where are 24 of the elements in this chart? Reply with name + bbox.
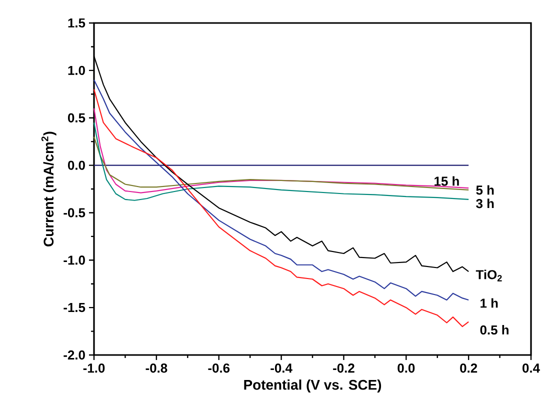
series-label: 5 h [476, 185, 494, 195]
y-tick-label: 0.0 [68, 160, 85, 170]
y-tick-label: 1.5 [68, 18, 86, 28]
x-tick-label: 0.0 [398, 364, 415, 373]
y-tick-label: -1.5 [64, 303, 86, 312]
x-tick-label: -0.8 [146, 364, 168, 373]
y-axis-title: Current (mA/cm$^{2}$) [41, 132, 56, 246]
y-tick-label: -0.5 [64, 208, 86, 218]
y-tick-label: -2.0 [64, 350, 85, 360]
y-tick-label: -1.0 [64, 256, 85, 265]
series-label: 0.5 h [480, 325, 508, 335]
x-axis-title: Potential (V vs. SCE) [244, 380, 382, 393]
x-tick-label: 0.4 [522, 364, 540, 373]
x-tick-label: -0.2 [333, 364, 354, 373]
y-tick-label: 0.5 [68, 113, 86, 122]
x-tick-label: 0.2 [460, 364, 478, 373]
series-label: 3 h [476, 198, 494, 208]
series-label: TiO$_{2}$ [476, 270, 502, 282]
x-tick-label: -0.4 [270, 364, 292, 373]
y-tick-label: 1.0 [68, 66, 85, 76]
x-tick-label: -1.0 [83, 364, 105, 373]
series-label: 15 h [434, 176, 459, 186]
x-tick-label: -0.6 [208, 364, 230, 373]
series-label: 1 h [480, 298, 498, 308]
